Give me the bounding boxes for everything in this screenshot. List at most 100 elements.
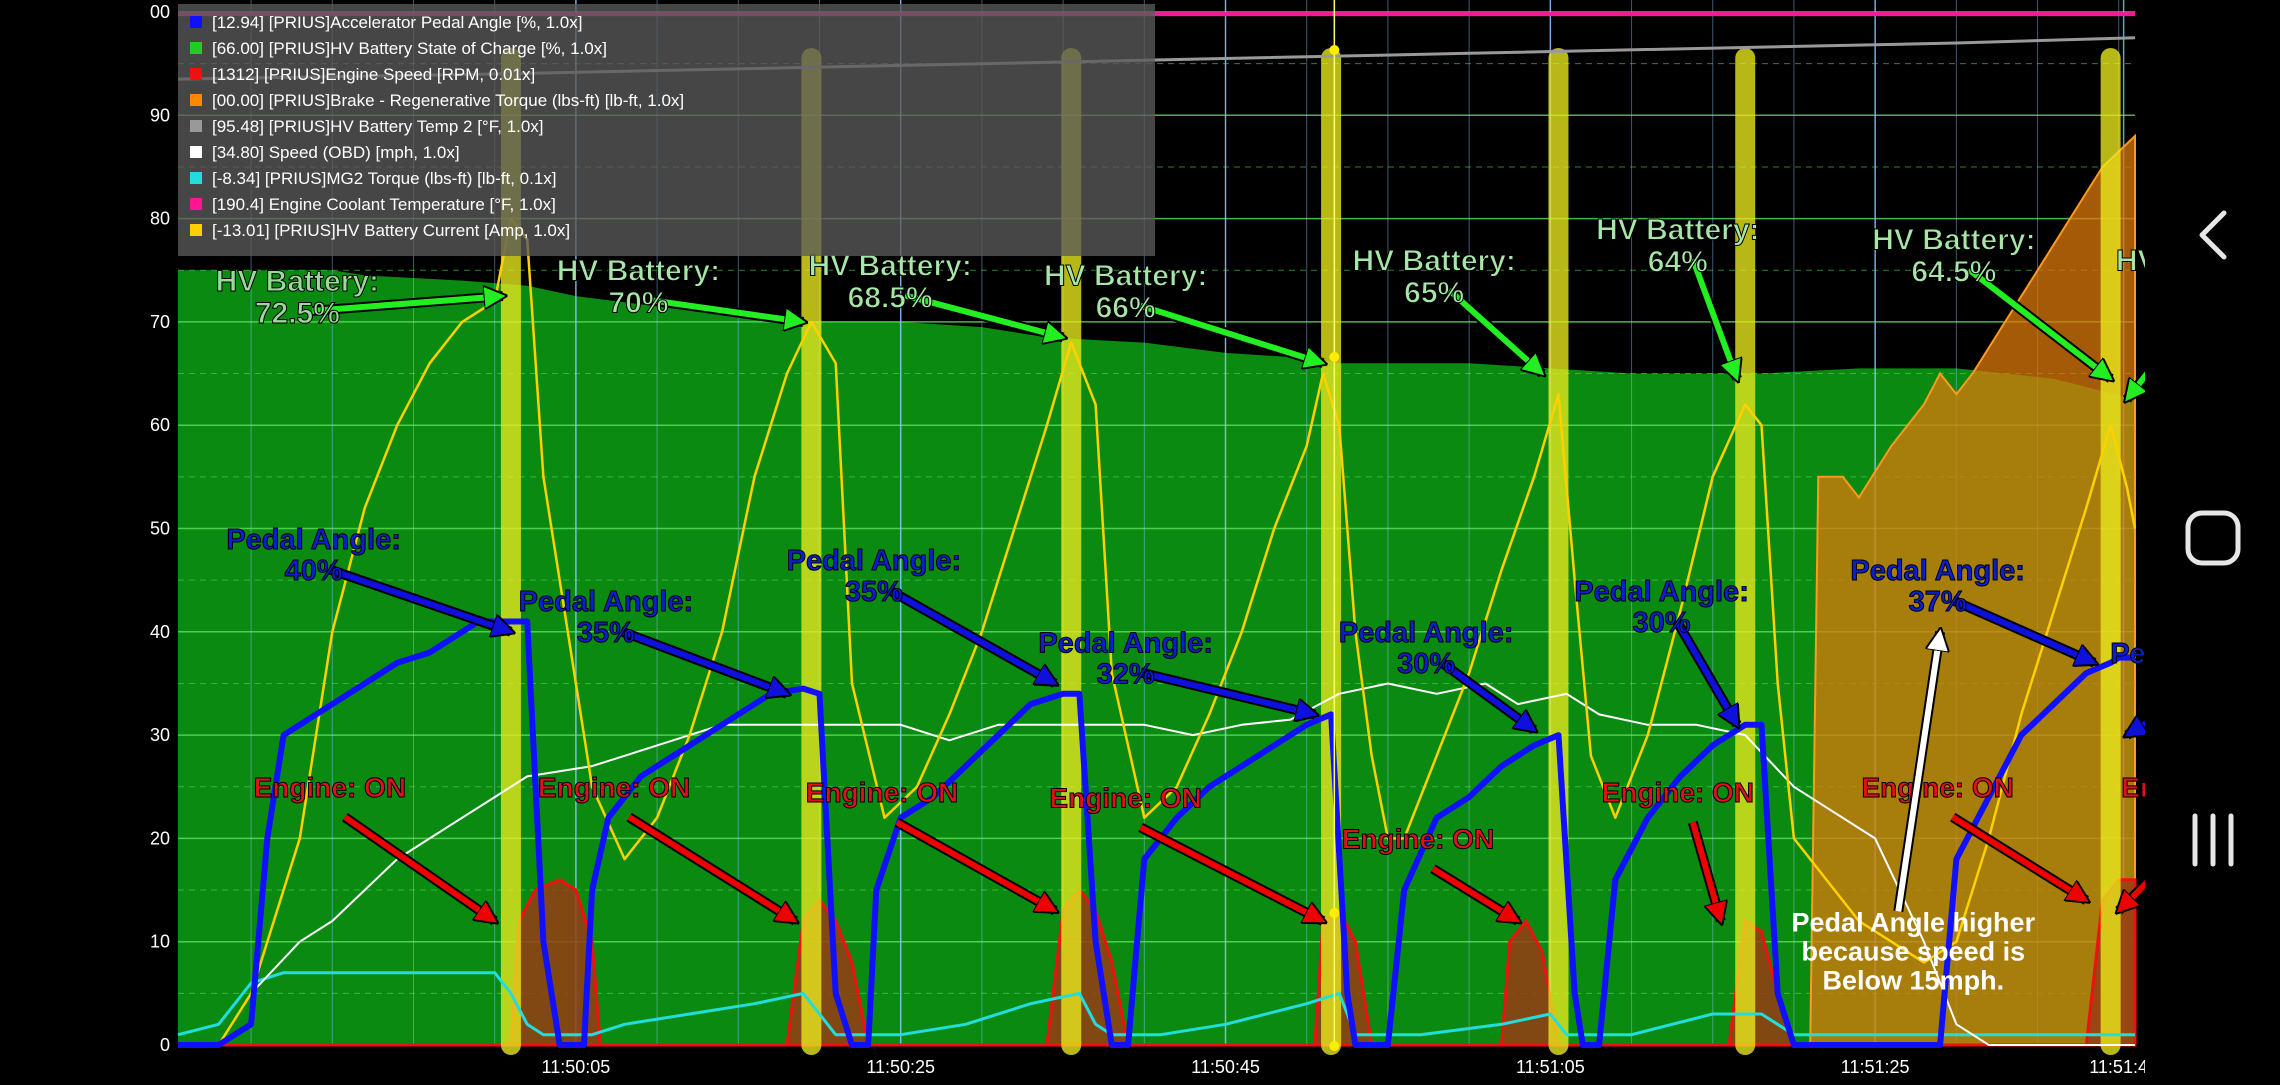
annotation-line: 72.5% xyxy=(255,297,340,330)
y-tick-label: 00 xyxy=(150,2,170,22)
annotation-label: Engine: ON xyxy=(1602,777,1754,808)
annotation-arrow xyxy=(1895,632,1940,912)
annotation-label: HV Battery: 64% xyxy=(1596,213,1759,278)
recents-button[interactable] xyxy=(2145,795,2280,885)
annotation-line: Pedal Angle: xyxy=(1038,627,1213,659)
annotation-line: 64% xyxy=(1648,245,1708,278)
annotation-line: Engine: ON xyxy=(1861,772,2013,803)
annotation-line: 64.5% xyxy=(1911,256,1996,289)
annotation-line: HV Battery: xyxy=(2116,244,2145,277)
x-tick-label: 11:50:05 xyxy=(542,1057,611,1077)
legend-swatch xyxy=(190,224,202,236)
annotation-line: Engine: ON xyxy=(1602,777,1754,808)
annotation-arrow xyxy=(1139,824,1323,921)
annotation-line: Pedal Angle: xyxy=(1339,617,1514,649)
annotation-label: Pedal Angle: 37% xyxy=(1850,555,2025,618)
annotation-line: Pedal Angle higher xyxy=(1792,907,2036,937)
cursor-dot xyxy=(1329,45,1340,55)
annotation-line: Engine: ON xyxy=(2121,772,2145,803)
home-button[interactable] xyxy=(2145,493,2280,583)
annotation-arrow xyxy=(904,292,1063,337)
annotation-label: Engine: ON xyxy=(1342,824,1494,855)
annotation-line: Pedal Angle: xyxy=(787,545,962,577)
annotation-arrow xyxy=(1431,866,1518,921)
legend-swatch xyxy=(190,94,202,106)
legend-swatch xyxy=(190,120,202,132)
annotation-label: HV Battery: 65% xyxy=(1353,244,1516,309)
annotation-label: Engine: ON xyxy=(806,777,958,808)
annotation-arrow xyxy=(1447,288,1542,373)
annotation-label: Engine: ON xyxy=(1049,782,1201,813)
legend-box xyxy=(178,4,1155,256)
annotation-arrow xyxy=(312,296,502,314)
series-line xyxy=(178,217,2137,1047)
annotation-label: Engine: ON xyxy=(538,772,690,803)
annotation-line: HV Battery: xyxy=(557,255,720,288)
legend-entry: [190.4] Engine Coolant Temperature [°F, … xyxy=(212,195,556,214)
annotation-label: Engine: ON xyxy=(254,772,406,803)
annotation-line: 65% xyxy=(1404,276,1464,309)
x-tick-label: 11:51:25 xyxy=(1841,1057,1910,1077)
annotation-line: 66% xyxy=(1096,292,1156,325)
annotation-line: Engine: ON xyxy=(254,772,406,803)
annotation-arrow xyxy=(887,587,1055,684)
annotation-label: HV Battery: 66% xyxy=(1044,260,1207,325)
x-tick-label: 11:51:45 xyxy=(2089,1057,2145,1077)
annotation-line: HV Battery: xyxy=(216,265,379,298)
annotation-label: Pedal Angle:30% xyxy=(1339,617,1514,680)
annotation-arrow xyxy=(1690,258,1737,378)
annotation-line: 30% xyxy=(1397,648,1455,680)
annotation-arrow xyxy=(1951,597,2095,663)
annotation-label: HV Battery: 72.5% xyxy=(216,265,379,330)
legend-swatch xyxy=(190,16,202,28)
annotation-line: Pedal Angle: xyxy=(1574,576,1749,608)
y-tick-label: 20 xyxy=(150,828,170,848)
annotation-line: HV Battery: xyxy=(1596,213,1759,246)
annotation-arrow xyxy=(1139,302,1323,363)
x-tick-label: 11:51:05 xyxy=(1516,1057,1585,1077)
y-tick-label: 40 xyxy=(150,622,170,642)
rounded-square-icon xyxy=(2185,510,2240,566)
legend-entry: [-8.34] [PRIUS]MG2 Torque (lbs-ft) [lb-f… xyxy=(212,169,557,188)
annotation-line: Pedal Angle: xyxy=(2110,638,2145,670)
annotation-line: HV Battery: xyxy=(1044,260,1207,293)
annotation-label: Pedal Angle: 40% xyxy=(226,524,401,587)
legend-entry: [12.94] [PRIUS]Accelerator Pedal Angle [… xyxy=(212,13,582,32)
annotation-label: Engine: ON xyxy=(1861,772,2013,803)
y-tick-label: 60 xyxy=(150,415,170,435)
annotation-line: Engine: ON xyxy=(1342,824,1494,855)
annotation-line: 32% xyxy=(1097,658,1155,690)
annotation-line: HV Battery: xyxy=(1872,224,2035,257)
legend-swatch xyxy=(190,172,202,184)
annotation-label: Engine: ON xyxy=(2121,772,2145,803)
legend-swatch xyxy=(190,146,202,158)
annotation-label: Pedal Angle higher because speed is Below … xyxy=(1792,907,2036,995)
back-button[interactable] xyxy=(2145,190,2280,280)
series-line xyxy=(177,971,2135,1037)
annotation-line: Pedal Angle: xyxy=(519,586,694,618)
cursor-dot xyxy=(1329,908,1340,918)
y-tick-label: 80 xyxy=(150,209,170,229)
legend-swatch xyxy=(190,198,202,210)
y-tick-label: 50 xyxy=(150,519,170,539)
legend-entry: [95.48] [PRIUS]HV Battery Temp 2 [°F, 1.… xyxy=(212,117,544,136)
x-tick-label: 11:50:25 xyxy=(866,1057,935,1077)
annotation-arrow xyxy=(327,566,511,632)
legend-entry: [-13.01] [PRIUS]HV Battery Current [Amp,… xyxy=(212,221,570,240)
three-bars-icon xyxy=(2192,813,2233,867)
annotation-arrow xyxy=(1439,659,1534,730)
annotation-line: 37% xyxy=(1909,586,1967,618)
soc-area xyxy=(178,270,2135,1045)
annotation-line: 68.5% xyxy=(848,281,933,314)
annotation-label: HV Battery: 64.5% xyxy=(1872,224,2035,289)
annotation-line: Engine: ON xyxy=(806,777,958,808)
annotation-label: Pedal Angle:30% xyxy=(1574,576,1749,639)
annotation-arrow xyxy=(619,628,787,694)
annotation-line: because speed is xyxy=(1801,936,2025,966)
chart-area: 0 10 20 30 40 50 60 70 80 90 00 11:50:05 11:50:25 11:… xyxy=(149,0,2280,1077)
annotation-arrow xyxy=(1673,619,1738,725)
legend-entry: [66.00] [PRIUS]HV Battery State of Charg… xyxy=(212,39,607,58)
legend-swatch xyxy=(190,68,202,80)
annotation-label: HV Battery: 70% xyxy=(557,255,720,320)
annotation-label: Pedal Angle: 35% xyxy=(787,545,962,608)
